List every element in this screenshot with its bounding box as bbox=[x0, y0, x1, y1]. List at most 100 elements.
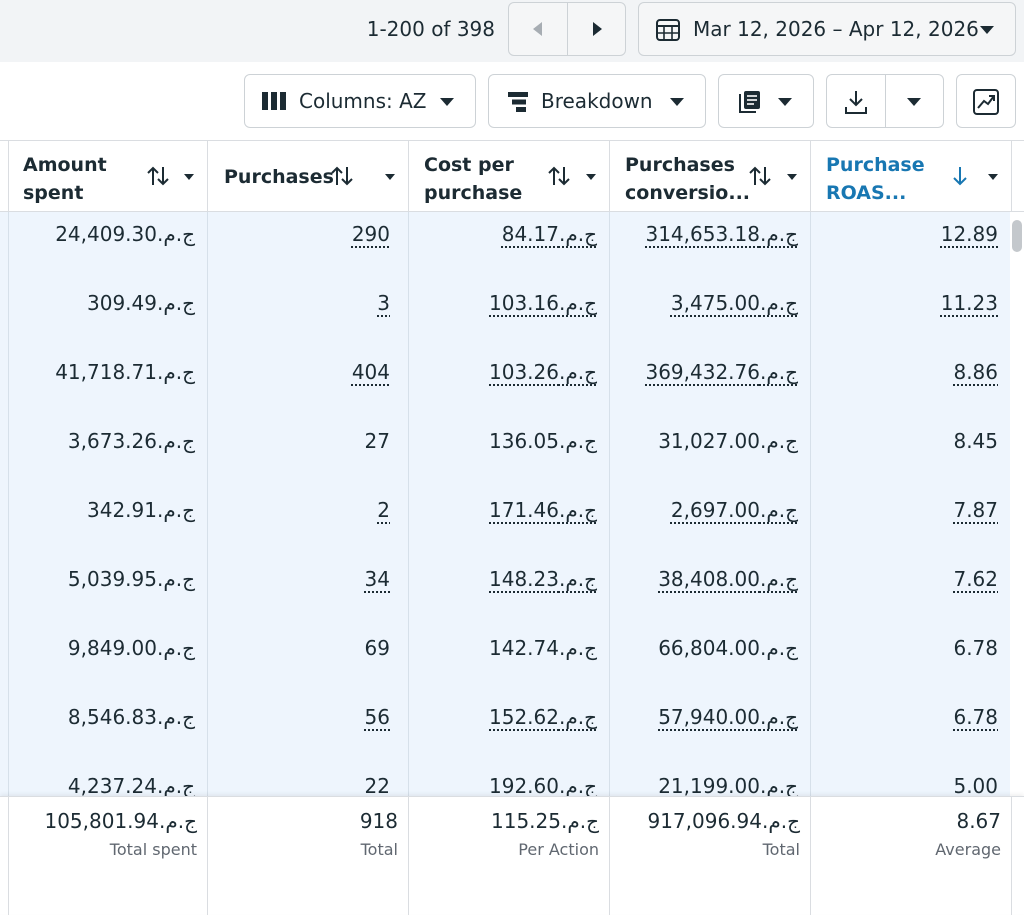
next-page-button[interactable] bbox=[568, 3, 626, 55]
caret-down-icon[interactable] bbox=[384, 173, 396, 181]
column-title-line: Purchases bbox=[625, 154, 735, 176]
table-row[interactable]: ج.م.41,718.71 404 ج.م.103.26 ج.م.369,432.76… bbox=[0, 350, 1010, 419]
cell-cost-per-purchase[interactable]: ج.م.171.46 bbox=[489, 498, 597, 522]
table-row[interactable]: ج.م.24,409.30 290 ج.م.84.17 ج.م.314,653.18 1… bbox=[0, 212, 1010, 281]
pager-divider bbox=[567, 3, 568, 55]
table-body: ج.م.24,409.30 290 ج.م.84.17 ج.م.314,653.18 1… bbox=[0, 212, 1024, 796]
date-range-label: Mar 12, 2026 – Apr 12, 2026 bbox=[693, 17, 979, 41]
chevron-left-icon bbox=[533, 22, 542, 36]
sort-icon[interactable] bbox=[547, 165, 571, 187]
summary-label: Per Action bbox=[518, 840, 599, 859]
cell-purchases[interactable]: 404 bbox=[351, 360, 390, 384]
caret-down-icon bbox=[440, 98, 454, 106]
cell-purchase-roas[interactable]: 12.89 bbox=[940, 222, 998, 246]
column-header-cost-per-purchase[interactable]: Cost per purchase bbox=[409, 141, 610, 213]
column-title-line: purchase bbox=[424, 182, 523, 204]
table-row[interactable]: ج.م.3,673.26 27 ج.م.136.05 ج.م.31,027.00 8.4… bbox=[0, 419, 1010, 488]
table-row[interactable]: ج.م.8,546.83 56 ج.م.152.62 ج.م.57,940.00 6.7… bbox=[0, 695, 1010, 764]
table-row[interactable]: ج.م.4,237.24 22 ج.م.192.60 ج.م.21,199.00 5.0… bbox=[0, 764, 1010, 796]
column-title-line: Purchase bbox=[826, 154, 925, 176]
reports-button[interactable] bbox=[718, 74, 814, 128]
column-title-line: ROAS... bbox=[826, 182, 907, 204]
column-title-line: Purchases bbox=[224, 166, 334, 188]
export-button[interactable] bbox=[826, 74, 944, 128]
caret-down-icon bbox=[980, 26, 994, 34]
cell-purchases[interactable]: 290 bbox=[351, 222, 390, 246]
line-chart-icon bbox=[973, 89, 999, 115]
column-title: Purchases bbox=[224, 163, 334, 191]
cell-cost-per-purchase[interactable]: ج.م.152.62 bbox=[489, 705, 597, 729]
column-header-purchases[interactable]: Purchases bbox=[208, 141, 409, 213]
charts-button[interactable] bbox=[956, 74, 1016, 128]
breakdown-button[interactable]: Breakdown bbox=[488, 74, 706, 128]
column-header-purchase-roas[interactable]: Purchase ROAS... bbox=[811, 141, 1012, 213]
cell-purchase-roas[interactable]: 8.86 bbox=[953, 360, 998, 384]
cell-conversion-value[interactable]: ج.م.369,432.76 bbox=[645, 360, 798, 384]
caret-down-icon[interactable] bbox=[987, 173, 999, 181]
cell-purchases[interactable]: 56 bbox=[364, 705, 390, 729]
cell-conversion-value[interactable]: ج.م.3,475.00 bbox=[670, 291, 798, 315]
summary-purchase-roas: 8.67 Average bbox=[811, 797, 1012, 915]
caret-down-icon[interactable] bbox=[183, 173, 195, 181]
sort-icon[interactable] bbox=[146, 165, 170, 187]
export-divider bbox=[885, 75, 886, 127]
cell-amount-spent: ج.م.24,409.30 bbox=[55, 222, 195, 246]
summary-value: 8.67 bbox=[956, 809, 1001, 833]
cell-amount-spent: ج.م.5,039.95 bbox=[67, 567, 195, 591]
breakdown-icon bbox=[508, 92, 528, 112]
cell-cost-per-purchase[interactable]: ج.م.103.16 bbox=[489, 291, 597, 315]
download-icon bbox=[845, 91, 867, 114]
cell-purchase-roas: 8.45 bbox=[953, 429, 998, 453]
cell-conversion-value[interactable]: ج.م.57,940.00 bbox=[658, 705, 798, 729]
date-range-picker[interactable]: Mar 12, 2026 – Apr 12, 2026 bbox=[638, 2, 1016, 56]
cell-amount-spent: ج.م.4,237.24 bbox=[67, 774, 195, 796]
reports-icon bbox=[739, 91, 760, 113]
table-row[interactable]: ج.م.309.49 3 ج.م.103.16 ج.م.3,475.00 11.23 bbox=[0, 281, 1010, 350]
table-row[interactable]: ج.م.9,849.00 69 ج.م.142.74 ج.م.66,804.00 6.7… bbox=[0, 626, 1010, 695]
sort-icon[interactable] bbox=[748, 165, 772, 187]
cell-purchase-roas[interactable]: 7.62 bbox=[953, 567, 998, 591]
column-title: Amount spent bbox=[23, 151, 133, 207]
cell-purchases[interactable]: 3 bbox=[377, 291, 390, 315]
caret-down-icon[interactable] bbox=[786, 173, 798, 181]
cell-purchases: 22 bbox=[364, 774, 390, 796]
column-divider bbox=[8, 212, 9, 796]
cell-purchases[interactable]: 2 bbox=[377, 498, 390, 522]
cell-purchase-roas[interactable]: 7.87 bbox=[953, 498, 998, 522]
scrollbar-track[interactable] bbox=[1010, 212, 1024, 796]
cell-conversion-value[interactable]: ج.م.314,653.18 bbox=[645, 222, 798, 246]
columns-button[interactable]: Columns: AZ bbox=[244, 74, 476, 128]
column-title-line: Amount bbox=[23, 154, 107, 176]
pagination-label: 1-200 of 398 bbox=[366, 17, 495, 41]
cell-purchase-roas[interactable]: 6.78 bbox=[953, 705, 998, 729]
cell-amount-spent: ج.م.9,849.00 bbox=[67, 636, 195, 660]
sort-icon[interactable] bbox=[330, 165, 354, 187]
sort-descending-icon[interactable] bbox=[952, 165, 968, 187]
column-title: Purchase ROAS... bbox=[826, 151, 936, 207]
cell-purchase-roas[interactable]: 11.23 bbox=[940, 291, 998, 315]
summary-amount-spent: ج.م.105,801.94 Total spent bbox=[8, 797, 208, 915]
cell-conversion-value: ج.م.21,199.00 bbox=[658, 774, 798, 796]
column-header-purchases-conversion-value[interactable]: Purchases conversio... bbox=[610, 141, 811, 213]
cell-conversion-value[interactable]: ج.م.2,697.00 bbox=[670, 498, 798, 522]
table-row[interactable]: ج.م.5,039.95 34 ج.م.148.23 ج.م.38,408.00 7.6… bbox=[0, 557, 1010, 626]
cell-cost-per-purchase[interactable]: ج.م.103.26 bbox=[489, 360, 597, 384]
previous-page-button[interactable] bbox=[509, 3, 567, 55]
column-title-line: conversio... bbox=[625, 182, 751, 204]
column-header-amount-spent[interactable]: Amount spent bbox=[8, 141, 208, 213]
caret-down-icon[interactable] bbox=[585, 173, 597, 181]
column-divider bbox=[810, 212, 811, 796]
pagination-control bbox=[508, 2, 626, 56]
cell-cost-per-purchase[interactable]: ج.م.148.23 bbox=[489, 567, 597, 591]
table-summary-row: ج.م.105,801.94 Total spent 918 Total ج.م… bbox=[0, 796, 1024, 915]
cell-cost-per-purchase[interactable]: ج.م.84.17 bbox=[501, 222, 597, 246]
column-title: Cost per purchase bbox=[424, 151, 534, 207]
column-divider bbox=[609, 212, 610, 796]
cell-purchases[interactable]: 34 bbox=[364, 567, 390, 591]
summary-value: ج.م.105,801.94 bbox=[44, 809, 197, 833]
cell-conversion-value[interactable]: ج.م.38,408.00 bbox=[658, 567, 798, 591]
column-title-line: spent bbox=[23, 182, 84, 204]
columns-button-label: Columns: AZ bbox=[299, 89, 427, 113]
scrollbar-thumb[interactable] bbox=[1012, 220, 1022, 252]
table-row[interactable]: ج.م.342.91 2 ج.م.171.46 ج.م.2,697.00 7.87 bbox=[0, 488, 1010, 557]
